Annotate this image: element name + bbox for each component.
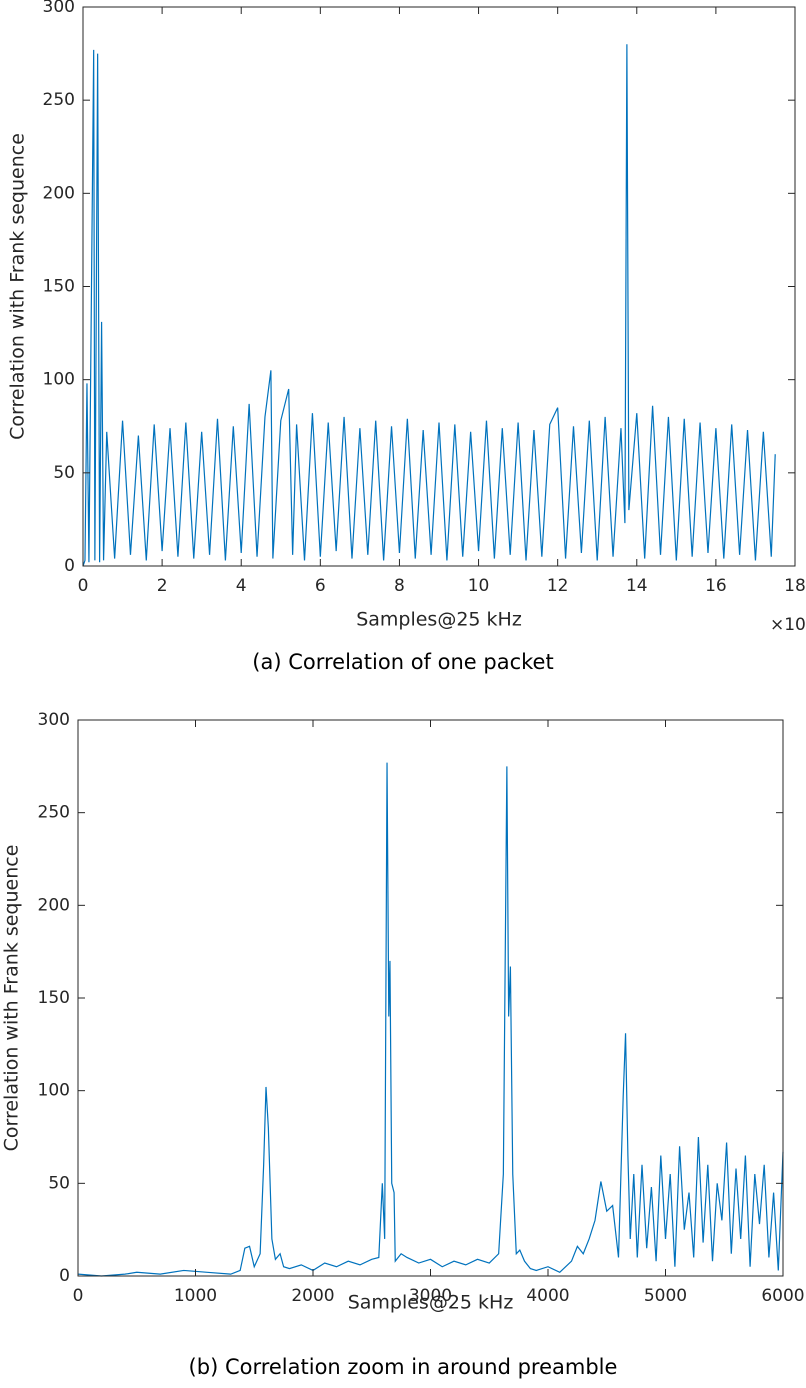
x-tick-label: 12 (547, 576, 569, 596)
x-tick-label: 8 (394, 576, 405, 596)
x-tick-label: 3000 (409, 1286, 452, 1306)
y-tick-label: 150 (43, 277, 75, 297)
x-tick-label: 0 (78, 576, 89, 596)
y-tick-label: 50 (48, 1173, 70, 1193)
y-tick-label: 250 (38, 803, 70, 823)
data-line (82, 44, 776, 567)
x-tick-label: 14 (626, 576, 648, 596)
x-tick-label: 10 (468, 576, 490, 596)
y-tick-label: 100 (38, 1081, 70, 1101)
y-tick-label: 150 (38, 988, 70, 1008)
x-tick-label: 4 (236, 576, 247, 596)
x-axis-label: Samples@25 kHz (356, 609, 522, 631)
x-tick-label: 5000 (644, 1286, 687, 1306)
x-tick-label: 16 (705, 576, 727, 596)
x-tick-label: 6 (315, 576, 326, 596)
y-tick-label: 0 (59, 1266, 70, 1286)
y-tick-label: 300 (38, 710, 70, 730)
caption: (b) Correlation zoom in around preamble (189, 1355, 618, 1379)
y-axis-label: Correlation with Frank sequence (7, 133, 29, 440)
plot-area (82, 6, 796, 567)
y-tick-label: 250 (43, 90, 75, 110)
x-tick-label: 4000 (526, 1286, 569, 1306)
x-tick-label: 1000 (174, 1286, 217, 1306)
x-multiplier: ×10⁴ (770, 615, 806, 635)
y-axis-label: Correlation with Frank sequence (1, 845, 23, 1152)
x-tick-label: 18 (784, 576, 806, 596)
x-tick-label: 2000 (291, 1286, 334, 1306)
x-axis-label: Samples@25 kHz (348, 1292, 514, 1314)
y-tick-label: 0 (64, 556, 75, 576)
x-tick-label: 0 (73, 1286, 84, 1306)
caption: (a) Correlation of one packet (252, 650, 553, 674)
y-tick-label: 200 (38, 895, 70, 915)
x-tick-label: 6000 (761, 1286, 804, 1306)
y-tick-label: 100 (43, 370, 75, 390)
y-tick-label: 50 (53, 463, 75, 483)
y-tick-label: 300 (43, 0, 75, 17)
x-tick-label: 2 (157, 576, 168, 596)
plot-area (77, 719, 784, 1277)
y-tick-label: 200 (43, 183, 75, 203)
data-line (77, 762, 784, 1277)
